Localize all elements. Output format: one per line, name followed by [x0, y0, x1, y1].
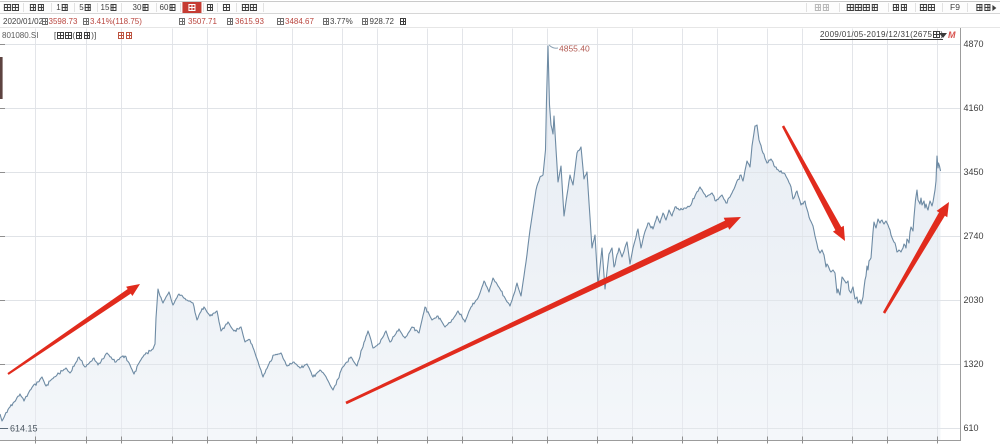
svg-text:610: 610: [964, 423, 979, 433]
svg-text:1320: 1320: [964, 359, 984, 369]
svg-text:3450: 3450: [964, 167, 984, 177]
svg-text:4870: 4870: [964, 39, 984, 49]
svg-text:2030: 2030: [964, 295, 984, 305]
svg-text:2740: 2740: [964, 231, 984, 241]
svg-text:614.15: 614.15: [10, 424, 38, 434]
svg-text:4160: 4160: [964, 103, 984, 113]
svg-text:4855.40: 4855.40: [559, 44, 590, 54]
